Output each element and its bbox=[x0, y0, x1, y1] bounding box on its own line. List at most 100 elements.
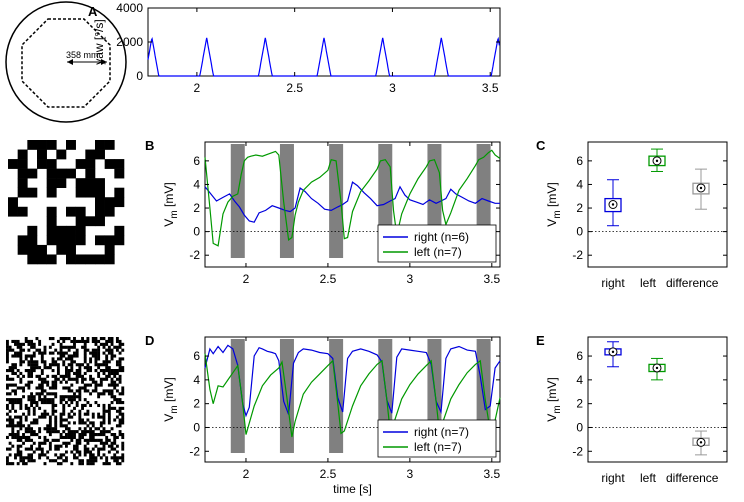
pattern-noise-cell bbox=[19, 418, 23, 422]
pattern-noise-cell bbox=[91, 456, 95, 460]
pattern-noise-cell bbox=[94, 456, 98, 460]
pattern-noise-cell bbox=[118, 366, 122, 370]
pattern-block-cell bbox=[114, 197, 125, 208]
pattern-noise-cell bbox=[97, 357, 101, 361]
pattern-noise-cell bbox=[81, 418, 84, 422]
pattern-noise-cell bbox=[32, 345, 36, 349]
pattern-noise-cell bbox=[105, 459, 109, 463]
pattern-noise-cell bbox=[110, 433, 114, 437]
pattern-noise-cell bbox=[51, 438, 55, 442]
pattern-noise-cell bbox=[27, 360, 31, 364]
pattern-noise-cell bbox=[48, 415, 52, 419]
pattern-noise-cell bbox=[67, 430, 71, 434]
pattern-noise-cell bbox=[115, 424, 119, 428]
pattern-noise-cell bbox=[11, 421, 15, 425]
pattern-noise-cell bbox=[102, 389, 106, 393]
pattern-block-cell bbox=[66, 168, 76, 179]
pattern-noise-cell bbox=[75, 438, 79, 442]
pattern-noise-cell bbox=[67, 398, 71, 402]
pattern-block-cell bbox=[56, 178, 67, 188]
x-tick-label: 2.5 bbox=[286, 81, 303, 95]
pattern-noise-cell bbox=[38, 453, 42, 457]
pattern-noise-cell bbox=[73, 342, 76, 346]
pattern-noise-cell bbox=[46, 424, 50, 428]
pattern-block-cell bbox=[114, 235, 125, 246]
pattern-noise-cell bbox=[97, 395, 101, 399]
pattern-noise-cell bbox=[105, 435, 109, 440]
stimulus-bar bbox=[329, 144, 344, 258]
pattern-noise-cell bbox=[14, 351, 17, 355]
pattern-noise-cell bbox=[70, 409, 74, 413]
pattern-noise-cell bbox=[102, 427, 106, 431]
pattern-noise-cell bbox=[30, 374, 34, 378]
pattern-noise-cell bbox=[19, 450, 23, 454]
pattern-noise-cell bbox=[24, 357, 28, 361]
pattern-noise-cell bbox=[14, 366, 17, 370]
pattern-noise-cell bbox=[14, 398, 17, 402]
pattern-noise-cell bbox=[78, 415, 82, 419]
pattern-noise-cell bbox=[24, 369, 28, 373]
pattern-noise-cell bbox=[65, 395, 68, 399]
pattern-noise-cell bbox=[102, 433, 106, 437]
pattern-noise-cell bbox=[94, 348, 98, 352]
block-pattern bbox=[8, 140, 125, 265]
category-label: left bbox=[640, 276, 657, 290]
arena-arrowhead-left bbox=[67, 59, 73, 65]
pattern-noise-cell bbox=[97, 363, 101, 367]
y-tick-label: 6 bbox=[576, 349, 583, 363]
pattern-noise-cell bbox=[86, 424, 90, 428]
pattern-noise-cell bbox=[105, 360, 109, 364]
pattern-noise-cell bbox=[70, 433, 74, 437]
pattern-noise-cell bbox=[78, 392, 82, 396]
pattern-noise-cell bbox=[62, 430, 66, 434]
y-axis-label-A: yaw [°/s] bbox=[92, 19, 106, 64]
pattern-noise-cell bbox=[99, 383, 103, 387]
pattern-noise-cell bbox=[118, 342, 122, 346]
pattern-noise-cell bbox=[118, 351, 122, 355]
pattern-noise-cell bbox=[46, 380, 50, 384]
pattern-noise-cell bbox=[65, 418, 68, 422]
pattern-noise-cell bbox=[22, 433, 25, 437]
pattern-noise-cell bbox=[73, 447, 76, 451]
pattern-noise-cell bbox=[6, 418, 9, 422]
pattern-noise-cell bbox=[11, 427, 15, 431]
pattern-noise-cell bbox=[16, 401, 20, 405]
pattern-noise-cell bbox=[19, 406, 23, 410]
pattern-noise-cell bbox=[86, 348, 90, 352]
pattern-noise-cell bbox=[30, 447, 34, 451]
pattern-noise-cell bbox=[24, 354, 28, 358]
pattern-noise-cell bbox=[121, 348, 125, 352]
series-line-right bbox=[204, 181, 500, 223]
pattern-noise-cell bbox=[46, 392, 50, 396]
pattern-noise-cell bbox=[19, 386, 23, 390]
pattern-noise-cell bbox=[99, 342, 103, 346]
pattern-noise-cell bbox=[11, 430, 15, 434]
pattern-noise-cell bbox=[30, 403, 34, 408]
pattern-noise-cell bbox=[73, 433, 76, 437]
pattern-noise-cell bbox=[91, 415, 95, 419]
pattern-noise-cell bbox=[22, 424, 25, 428]
pattern-noise-cell bbox=[40, 401, 44, 405]
pattern-noise-cell bbox=[107, 369, 111, 373]
pattern-noise-cell bbox=[16, 438, 20, 442]
pattern-noise-cell bbox=[70, 401, 74, 405]
pattern-block-cell bbox=[17, 149, 28, 160]
pattern-noise-cell bbox=[121, 435, 125, 440]
y-tick-label: -2 bbox=[572, 248, 583, 262]
pattern-noise-cell bbox=[54, 430, 58, 434]
pattern-noise-cell bbox=[78, 462, 82, 466]
pattern-noise-cell bbox=[99, 380, 103, 384]
box-median-dot bbox=[655, 159, 659, 163]
pattern-noise-cell bbox=[6, 459, 9, 463]
pattern-noise-cell bbox=[14, 401, 17, 405]
pattern-noise-cell bbox=[94, 383, 98, 387]
pattern-noise-cell bbox=[51, 383, 55, 387]
pattern-noise-cell bbox=[30, 453, 34, 457]
pattern-noise-cell bbox=[24, 418, 28, 422]
pattern-noise-cell bbox=[91, 421, 95, 425]
pattern-noise-cell bbox=[19, 360, 23, 364]
y-tick-label: 0 bbox=[136, 69, 143, 83]
pattern-noise-cell bbox=[59, 380, 63, 384]
pattern-noise-cell bbox=[43, 395, 47, 399]
pattern-noise-cell bbox=[99, 363, 103, 367]
